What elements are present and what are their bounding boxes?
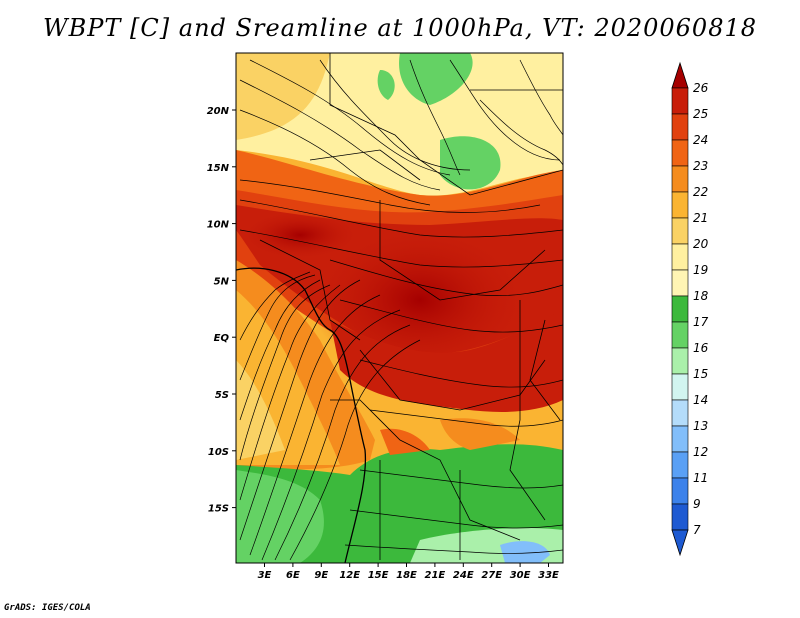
latitude-axis: 20N 15N 10N 5N EQ 5S 10S 15S bbox=[207, 106, 236, 515]
colorbar-label: 20 bbox=[693, 237, 709, 251]
lon-tick-label: 3E bbox=[258, 570, 272, 581]
colorbar-label: 18 bbox=[693, 289, 709, 303]
lat-tick-label: 15S bbox=[208, 504, 229, 515]
colorbar-segment bbox=[671, 165, 689, 193]
colorbar: 26 25 24 23 22 21 20 19 18 17 16 15 14 13 12 11 9 7 bbox=[671, 61, 709, 557]
colorbar-label: 19 bbox=[693, 263, 708, 277]
colorbar-label: 7 bbox=[693, 523, 701, 537]
longitude-axis: 3E 6E 9E 12E 15E 18E 21E 24E 27E 30E 33E bbox=[258, 563, 559, 581]
colorbar-label: 25 bbox=[693, 107, 708, 121]
colorbar-segment bbox=[671, 87, 689, 115]
lat-tick-label: 10S bbox=[208, 447, 229, 458]
colorbar-label: 26 bbox=[693, 81, 709, 95]
wbpt-field bbox=[236, 53, 563, 563]
colorbar-segment bbox=[671, 243, 689, 271]
colorbar-label: 24 bbox=[693, 133, 708, 147]
lat-tick-label: 5N bbox=[214, 276, 230, 287]
colorbar-label: 23 bbox=[693, 159, 708, 173]
grads-credit: GrADS: IGES/COLA bbox=[4, 603, 91, 613]
colorbar-label: 14 bbox=[693, 393, 708, 407]
lon-tick-label: 6E bbox=[286, 570, 300, 581]
map-title: WBPT [C] and Sreamline at 1000hPa, VT: 2… bbox=[42, 14, 758, 42]
colorbar-segment bbox=[671, 347, 689, 375]
lon-tick-label: 21E bbox=[425, 570, 446, 581]
lon-tick-label: 18E bbox=[396, 570, 417, 581]
colorbar-segment bbox=[671, 477, 689, 505]
lon-tick-label: 15E bbox=[368, 570, 389, 581]
colorbar-label: 21 bbox=[693, 211, 708, 225]
colorbar-segment bbox=[671, 503, 689, 531]
lon-tick-label: 27E bbox=[481, 570, 502, 581]
colorbar-segment bbox=[671, 451, 689, 479]
lat-tick-label: 20N bbox=[207, 106, 230, 117]
map-frame bbox=[235, 52, 564, 564]
colorbar-segment bbox=[671, 217, 689, 245]
lon-tick-label: 12E bbox=[339, 570, 360, 581]
lat-tick-label: 5S bbox=[215, 390, 229, 401]
colorbar-segment bbox=[671, 295, 689, 323]
colorbar-label: 15 bbox=[693, 367, 708, 381]
lon-tick-label: 30E bbox=[510, 570, 531, 581]
colorbar-bottom-arrow bbox=[671, 529, 689, 557]
colorbar-segment bbox=[671, 113, 689, 141]
colorbar-segment bbox=[671, 269, 689, 297]
colorbar-segment bbox=[671, 373, 689, 401]
colorbar-label: 16 bbox=[693, 341, 709, 355]
lon-tick-label: 24E bbox=[453, 570, 474, 581]
colorbar-label: 22 bbox=[693, 185, 708, 199]
colorbar-label: 11 bbox=[693, 471, 708, 485]
colorbar-segment bbox=[671, 425, 689, 453]
lat-tick-label: EQ bbox=[214, 333, 230, 344]
colorbar-segment bbox=[671, 399, 689, 427]
lon-tick-label: 33E bbox=[538, 570, 559, 581]
lat-tick-label: 10N bbox=[207, 220, 230, 231]
colorbar-label: 13 bbox=[693, 419, 708, 433]
colorbar-label: 17 bbox=[693, 315, 709, 329]
colorbar-segment bbox=[671, 139, 689, 167]
colorbar-label: 12 bbox=[693, 445, 708, 459]
lat-tick-label: 15N bbox=[207, 163, 230, 174]
colorbar-top-arrow bbox=[671, 61, 689, 89]
colorbar-segment bbox=[671, 321, 689, 349]
colorbar-segment bbox=[671, 191, 689, 219]
colorbar-label: 9 bbox=[693, 497, 701, 511]
lon-tick-label: 9E bbox=[314, 570, 328, 581]
